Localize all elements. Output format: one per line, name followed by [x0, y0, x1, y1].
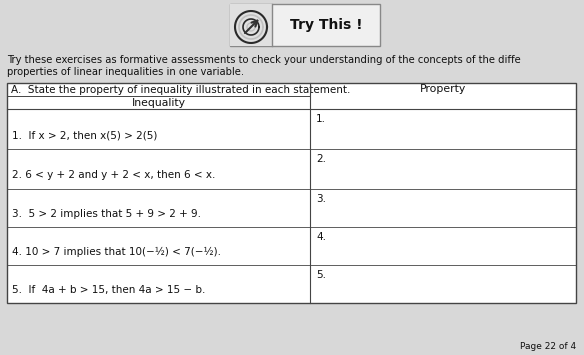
FancyBboxPatch shape	[230, 4, 380, 46]
Text: 4. 10 > 7 implies that 10(−½) < 7(−½).: 4. 10 > 7 implies that 10(−½) < 7(−½).	[12, 247, 221, 257]
Text: properties of linear inequalities in one variable.: properties of linear inequalities in one…	[7, 67, 244, 77]
Text: Property: Property	[420, 84, 466, 94]
Text: 1.: 1.	[316, 114, 326, 124]
Text: Inequality: Inequality	[131, 98, 186, 108]
Text: 1.  If x > 2, then x(5) > 2(5): 1. If x > 2, then x(5) > 2(5)	[12, 130, 157, 140]
Text: 2.: 2.	[316, 154, 326, 164]
Text: Try This !: Try This !	[290, 18, 362, 32]
Text: Page 22 of 4: Page 22 of 4	[520, 342, 576, 351]
Text: 2. 6 < y + 2 and y + 2 < x, then 6 < x.: 2. 6 < y + 2 and y + 2 < x, then 6 < x.	[12, 170, 215, 180]
Text: 5.: 5.	[316, 270, 326, 280]
Text: 3.: 3.	[316, 194, 326, 204]
Text: A.  State the property of inequality illustrated in each statement.: A. State the property of inequality illu…	[11, 85, 350, 95]
Text: 5.  If  4a + b > 15, then 4a > 15 − b.: 5. If 4a + b > 15, then 4a > 15 − b.	[12, 285, 206, 295]
FancyBboxPatch shape	[230, 4, 272, 46]
Text: 4.: 4.	[316, 232, 326, 242]
Text: Try these exercises as formative assessments to check your understanding of the : Try these exercises as formative assessm…	[7, 55, 521, 65]
Text: 3.  5 > 2 implies that 5 + 9 > 2 + 9.: 3. 5 > 2 implies that 5 + 9 > 2 + 9.	[12, 209, 201, 219]
FancyBboxPatch shape	[7, 83, 576, 303]
